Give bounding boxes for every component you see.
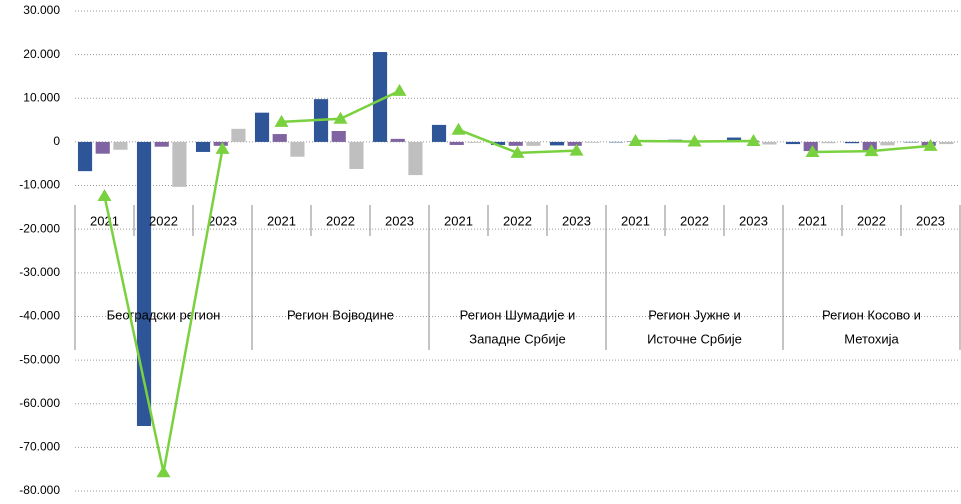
bar bbox=[903, 141, 919, 143]
y-tick-label: -50.000 bbox=[19, 352, 60, 366]
bar bbox=[821, 141, 836, 144]
line-marker bbox=[687, 134, 702, 147]
y-tick-label: -20.000 bbox=[19, 221, 60, 235]
y-tick-label: -30.000 bbox=[19, 265, 60, 279]
x-tick-label: 2021 bbox=[90, 213, 119, 228]
line-marker bbox=[923, 138, 938, 151]
line-marker bbox=[805, 144, 820, 157]
group-label: Регион Јужне и bbox=[648, 307, 740, 322]
bar bbox=[585, 141, 600, 143]
x-tick-label: 2021 bbox=[621, 213, 650, 228]
bar bbox=[77, 141, 93, 172]
line-marker bbox=[569, 143, 584, 156]
bar bbox=[136, 141, 152, 426]
group-label: Регион Војводине bbox=[287, 307, 394, 322]
line-marker bbox=[215, 141, 230, 154]
y-tick-label: 30.000 bbox=[23, 3, 60, 17]
x-tick-label: 2021 bbox=[444, 213, 473, 228]
group-label: Метохија bbox=[844, 331, 899, 346]
x-tick-label: 2022 bbox=[149, 213, 178, 228]
bar bbox=[567, 141, 582, 146]
x-tick-label: 2022 bbox=[857, 213, 886, 228]
bar bbox=[113, 141, 128, 150]
line-marker bbox=[97, 189, 112, 202]
x-tick-label: 2023 bbox=[916, 213, 945, 228]
bar bbox=[431, 124, 447, 142]
bar bbox=[608, 141, 624, 143]
y-tick-label: -80.000 bbox=[19, 483, 60, 497]
line-marker bbox=[864, 144, 879, 157]
bar bbox=[785, 141, 801, 145]
line-marker bbox=[628, 134, 643, 147]
bar bbox=[490, 141, 506, 145]
y-tick-label: 10.000 bbox=[23, 90, 60, 104]
line-marker bbox=[274, 114, 289, 127]
x-tick-label: 2021 bbox=[798, 213, 827, 228]
x-tick-label: 2023 bbox=[385, 213, 414, 228]
group-label: Београдски регион bbox=[107, 307, 221, 322]
bar bbox=[526, 141, 541, 146]
line-marker bbox=[746, 134, 761, 147]
line-marker bbox=[333, 111, 348, 124]
bar bbox=[172, 141, 187, 187]
y-tick-label: 0 bbox=[53, 134, 60, 148]
bar bbox=[372, 52, 388, 142]
group-label: Западне Србије bbox=[469, 331, 565, 346]
bar bbox=[880, 141, 895, 146]
x-tick-label: 2023 bbox=[739, 213, 768, 228]
bar bbox=[862, 141, 877, 151]
bar bbox=[213, 141, 228, 146]
x-tick-label: 2023 bbox=[208, 213, 237, 228]
line-marker bbox=[451, 122, 466, 135]
bar bbox=[508, 141, 523, 146]
x-tick-label: 2022 bbox=[503, 213, 532, 228]
line-marker bbox=[392, 83, 407, 96]
bar bbox=[803, 141, 818, 152]
bar bbox=[95, 141, 110, 154]
bar bbox=[290, 141, 305, 157]
x-tick-label: 2022 bbox=[326, 213, 355, 228]
group-label: Регион Косово и bbox=[822, 307, 921, 322]
bar bbox=[154, 141, 169, 147]
line-marker bbox=[156, 465, 171, 478]
bar bbox=[390, 138, 405, 142]
bar bbox=[726, 137, 742, 142]
group-label: Регион Шумадије и bbox=[460, 307, 576, 322]
y-tick-label: -10.000 bbox=[19, 178, 60, 192]
bar bbox=[231, 128, 246, 142]
bar bbox=[762, 141, 777, 145]
bar bbox=[331, 131, 346, 142]
bar bbox=[449, 141, 464, 145]
group-label: Источне Србије bbox=[647, 331, 742, 346]
bar bbox=[549, 141, 565, 146]
bar bbox=[272, 134, 287, 142]
bar bbox=[844, 141, 860, 144]
bar bbox=[467, 141, 482, 143]
y-tick-label: -40.000 bbox=[19, 309, 60, 323]
bar bbox=[195, 141, 211, 152]
bar bbox=[408, 141, 423, 176]
x-tick-label: 2021 bbox=[267, 213, 296, 228]
x-tick-label: 2023 bbox=[562, 213, 591, 228]
bar bbox=[939, 141, 954, 145]
bar bbox=[349, 141, 364, 169]
line-marker bbox=[510, 145, 525, 158]
y-tick-label: -60.000 bbox=[19, 396, 60, 410]
y-tick-label: -70.000 bbox=[19, 440, 60, 454]
y-tick-label: 20.000 bbox=[23, 47, 60, 61]
x-tick-label: 2022 bbox=[680, 213, 709, 228]
bar bbox=[254, 112, 270, 142]
